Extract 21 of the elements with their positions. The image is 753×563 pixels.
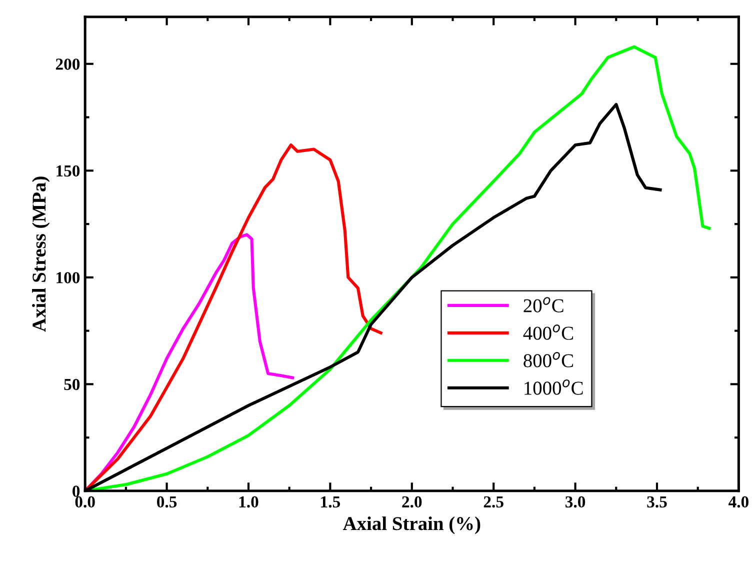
y-tick-label: 50 — [64, 378, 80, 390]
y-tick-label: 150 — [56, 165, 80, 177]
x-tick-label: 0.0 — [75, 496, 95, 508]
x-axis-title: Axial Strain (%) — [342, 516, 480, 534]
x-tick-label: 1.5 — [321, 496, 340, 508]
legend-label: 1000$^{o}$C — [524, 380, 583, 395]
legend-label: 20$^{o}$C — [524, 297, 564, 312]
y-tick-label: 0 — [72, 486, 80, 497]
x-tick-label: 1.0 — [239, 496, 258, 508]
x-tick-label: 3.0 — [566, 496, 586, 508]
x-tick-label: 0.5 — [157, 496, 177, 508]
y-axis-title: Axial Stress (MPa) — [32, 176, 50, 332]
x-tick-label: 4.0 — [728, 496, 748, 508]
line-series — [85, 143, 382, 491]
x-tick-label: 2.0 — [402, 496, 422, 508]
x-tick-label: 2.5 — [484, 496, 504, 508]
legend-label: 400$^{o}$C — [523, 324, 573, 340]
y-tick-label: 100 — [56, 272, 80, 284]
y-tick-label: 200 — [56, 58, 80, 70]
legend-label: 800$^{o}$C — [524, 352, 573, 368]
x-tick-label: 3.5 — [647, 496, 667, 508]
